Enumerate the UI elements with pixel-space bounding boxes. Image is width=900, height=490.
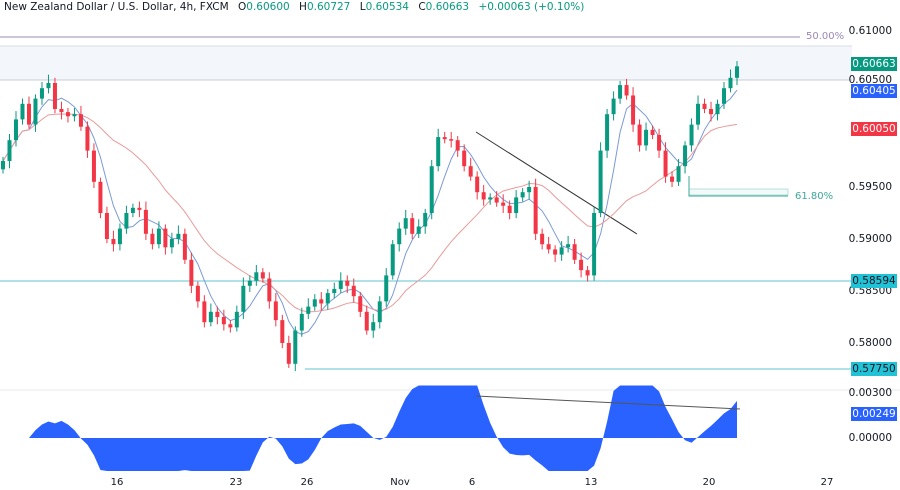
open-value: 0.60600	[246, 1, 290, 13]
last-price-tag: 0.60663	[851, 57, 897, 71]
fib-zone	[0, 46, 852, 80]
close-label: C	[418, 1, 426, 13]
price-tick: 0.58500	[848, 285, 892, 297]
price-tick: 0.58000	[848, 337, 892, 349]
x-tick: Nov	[390, 477, 410, 488]
price-tick: 0.60500	[848, 74, 892, 86]
chart-legend-header: New Zealand Dollar / U.S. Dollar, 4h, FX…	[4, 0, 584, 16]
symbol-title: New Zealand Dollar / U.S. Dollar, 4h, FX…	[4, 1, 229, 13]
ma-slow-tag: 0.60050	[851, 122, 897, 136]
open-label: O	[238, 1, 247, 13]
osc-divergence-line	[475, 395, 741, 410]
x-tick: 23	[229, 477, 243, 488]
x-tick: 6	[468, 477, 476, 488]
x-tick: 27	[820, 477, 834, 488]
x-tick: 13	[584, 477, 598, 488]
price-tick: 0.61000	[848, 25, 892, 37]
fib-50-label: 50.00%	[806, 31, 845, 42]
moving-averages	[2, 89, 738, 335]
high-value: 0.60727	[306, 1, 351, 13]
high-label: H	[299, 1, 307, 13]
low-value: 0.60534	[365, 1, 409, 13]
close-value: 0.60663	[425, 1, 470, 13]
osc-tick: 0.00300	[848, 387, 892, 399]
fib-618-box	[688, 188, 789, 196]
low-label: L	[359, 1, 366, 13]
oscillator-area	[3, 385, 737, 471]
downtrend-line	[475, 131, 638, 235]
change-value: +0.00063 (+0.10%)	[478, 1, 585, 13]
price-tick: 0.59500	[848, 181, 892, 193]
candles	[1, 61, 739, 372]
x-tick: 16	[110, 477, 124, 488]
support-lower-tag: 0.57750	[851, 362, 897, 376]
support-upper-tag: 0.58594	[851, 274, 897, 288]
fib-618-line	[688, 176, 788, 197]
x-tick: 26	[300, 477, 314, 488]
price-tick: 0.59000	[848, 233, 892, 245]
osc-tick: 0.00000	[848, 432, 892, 444]
ma-fast-tag: 0.60405	[851, 84, 897, 98]
fib-618-label: 61.80%	[795, 191, 834, 202]
osc-value-tag: 0.00249	[851, 407, 897, 421]
x-tick: 20	[702, 477, 716, 488]
